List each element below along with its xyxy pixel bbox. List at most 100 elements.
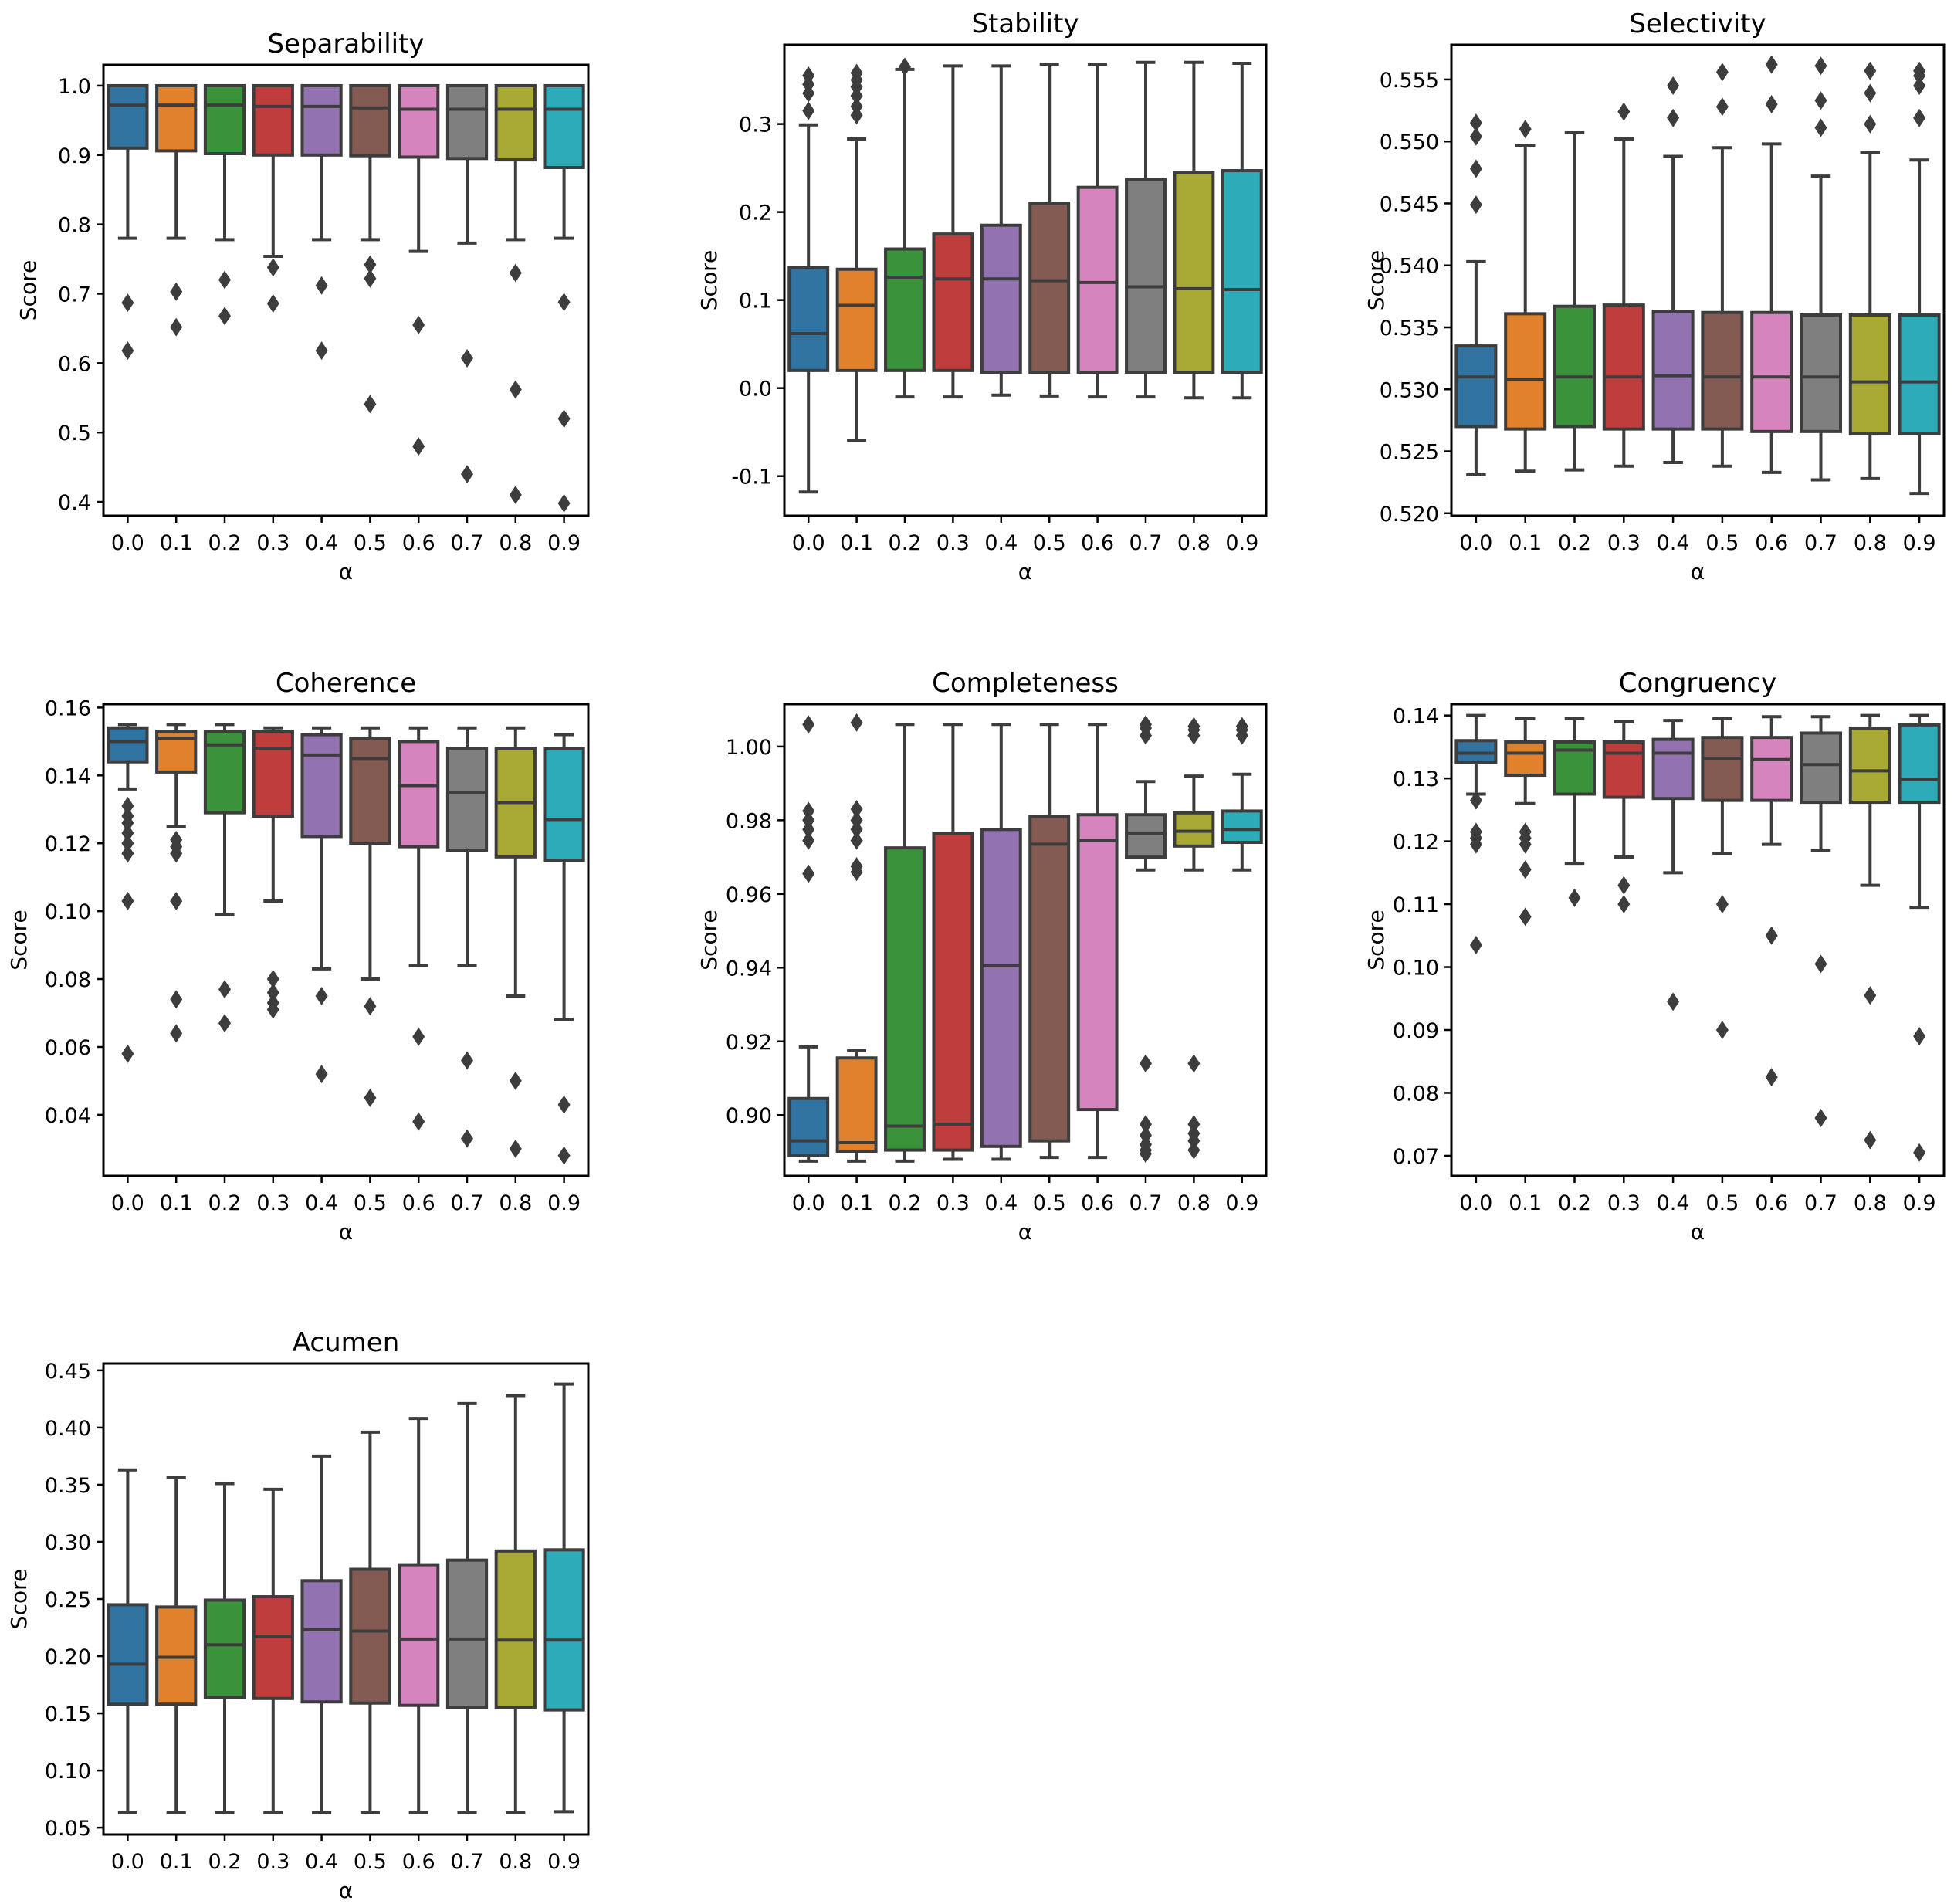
box-body [494, 83, 537, 162]
x-tick-label: 0.2 [208, 1850, 242, 1874]
outlier-marker [170, 891, 183, 910]
box-body [1553, 304, 1597, 429]
outlier-marker [1469, 127, 1482, 146]
outlier-marker [1864, 1130, 1877, 1150]
box-0.8 [1848, 61, 1891, 480]
y-tick-label: 0.530 [1380, 378, 1439, 402]
box-0.2 [1553, 717, 1597, 907]
outlier-marker [1140, 1115, 1152, 1134]
outlier-marker [461, 465, 473, 484]
x-tick-label: 0.0 [792, 531, 825, 555]
subplot-separability: Separability 0.4 0.5 0.6 0.7 0.8 0.9 1.0 0.0 0.1 0… [15, 29, 590, 584]
y-tick-label: 1.0 [58, 75, 91, 99]
x-tick-label: 0.8 [1854, 531, 1887, 555]
outlier-marker [1469, 936, 1482, 955]
x-tick-label: 0.9 [547, 531, 581, 555]
axes-frame [102, 63, 590, 517]
box-body [884, 247, 926, 372]
outlier-marker [557, 1146, 571, 1165]
box-body [1848, 726, 1891, 805]
x-tick-label: 0.0 [111, 1191, 144, 1215]
x-tick-label: 0.1 [160, 1191, 193, 1215]
outlier-marker [315, 1065, 328, 1084]
outlier-marker [1715, 1020, 1729, 1039]
box-body [107, 83, 149, 150]
outlier-marker [412, 1112, 425, 1131]
box-body [445, 747, 489, 852]
y-tick-label: 0.8 [58, 214, 91, 238]
box-0.9 [1221, 717, 1263, 872]
outlier-marker [1519, 907, 1532, 927]
box-body [1799, 313, 1843, 433]
outlier-marker [509, 1071, 522, 1090]
outlier-marker [557, 409, 571, 429]
box-body [203, 1598, 246, 1699]
y-axis-label: Score [1363, 250, 1389, 310]
box-body [1602, 303, 1645, 431]
box-body [1173, 171, 1215, 374]
box-0.9 [543, 733, 585, 1165]
x-tick-label: 0.6 [1755, 1191, 1788, 1215]
x-tick-label: 0.2 [889, 1191, 922, 1215]
box-body [835, 267, 878, 372]
box-body [1799, 731, 1843, 805]
outlier-marker [170, 1024, 183, 1043]
x-tick-label: 0.6 [402, 1850, 435, 1874]
x-tick-label: 0.7 [451, 531, 484, 555]
x-tick-label: 0.1 [160, 1850, 193, 1874]
x-tick-label: 0.2 [889, 531, 922, 555]
box-0.9 [543, 83, 585, 513]
box-0.0 [107, 83, 149, 361]
x-tick-label: 0.4 [984, 531, 1018, 555]
box-0.3 [932, 723, 974, 1161]
box-0.0 [1454, 113, 1498, 477]
outlier-marker [364, 255, 377, 274]
subplot-coherence: Coherence 0.04 0.06 0.08 0.10 0.12 0.14 0.16 0.0… [6, 668, 590, 1245]
box-0.2 [884, 57, 926, 399]
outlier-marker [315, 341, 328, 361]
y-tick-label: 0.4 [58, 491, 91, 515]
plot-title: Separability [267, 29, 424, 59]
outlier-marker [1235, 726, 1248, 745]
outlier-marker [315, 276, 328, 295]
x-tick-label: 0.1 [1509, 1191, 1542, 1215]
y-axis-label: Score [696, 910, 722, 970]
box-0.5 [1701, 63, 1744, 468]
y-tick-label: 0.20 [45, 1645, 91, 1669]
outlier-marker [461, 349, 473, 368]
x-tick-label: 0.3 [936, 1191, 970, 1215]
x-tick-label: 0.6 [402, 531, 435, 555]
subplot-congruency: Congruency 0.07 0.08 0.09 0.10 0.11 0.12 0.13 0.… [1363, 668, 1946, 1245]
y-tick-label: 0.98 [726, 809, 772, 833]
x-tick-label: 0.1 [840, 1191, 873, 1215]
y-tick-label: 1.00 [726, 736, 772, 760]
outlier-marker [121, 341, 134, 361]
box-body [398, 740, 440, 849]
box-body [155, 83, 198, 153]
outlier-marker [121, 293, 134, 313]
outlier-marker [1864, 114, 1877, 134]
box-body [1076, 813, 1119, 1112]
x-tick-label: 0.4 [984, 1191, 1018, 1215]
outlier-marker [1568, 888, 1581, 907]
box-0.5 [349, 83, 391, 414]
y-axis-label: Score [6, 1569, 32, 1629]
outlier-marker [218, 270, 231, 290]
y-tick-label: 0.7 [58, 283, 91, 307]
outlier-marker [557, 1095, 571, 1114]
box-0.4 [1651, 76, 1695, 464]
outlier-marker [1864, 986, 1877, 1005]
box-body [980, 223, 1022, 374]
box-body [1028, 202, 1071, 374]
outlier-marker [412, 315, 425, 334]
box-0.7 [1799, 715, 1843, 1128]
outlier-marker [850, 857, 863, 876]
box-body [1504, 740, 1547, 778]
box-body [1750, 736, 1793, 802]
box-0.0 [107, 1468, 149, 1814]
x-tick-label: 0.9 [547, 1850, 581, 1874]
box-body [252, 730, 294, 818]
y-tick-label: 0.05 [45, 1817, 91, 1841]
box-body [932, 832, 974, 1152]
